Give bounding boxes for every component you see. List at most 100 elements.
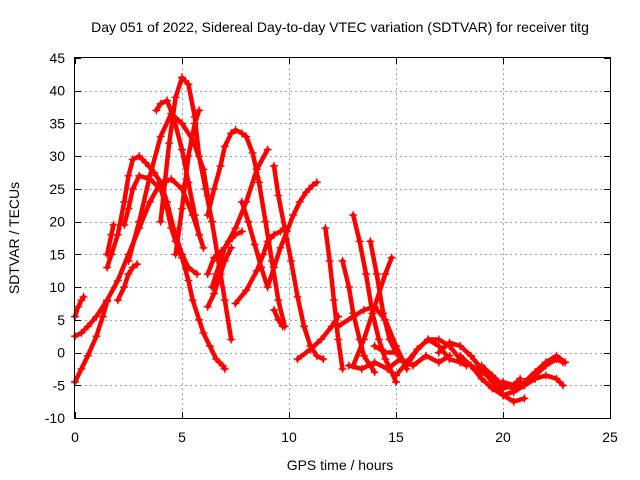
data-point-marker bbox=[248, 148, 257, 157]
data-point-marker bbox=[329, 296, 338, 305]
data-point-marker bbox=[434, 348, 443, 357]
data-point-marker bbox=[421, 351, 430, 360]
data-point-marker bbox=[83, 351, 92, 360]
data-point-marker bbox=[466, 351, 475, 360]
data-point-marker bbox=[242, 286, 251, 295]
data-point-marker bbox=[302, 188, 311, 197]
x-tick-label: 20 bbox=[495, 429, 511, 445]
data-point-marker bbox=[263, 283, 272, 292]
data-point-marker bbox=[287, 256, 296, 265]
data-point-marker bbox=[306, 345, 315, 354]
data-point-marker bbox=[103, 263, 112, 272]
x-tick-label: 10 bbox=[281, 429, 297, 445]
data-point-marker bbox=[178, 253, 186, 262]
y-tick-label: 25 bbox=[49, 181, 65, 197]
data-point-marker bbox=[319, 355, 328, 364]
data-point-marker bbox=[220, 364, 229, 373]
data-point-marker bbox=[383, 364, 392, 373]
data-point-marker bbox=[205, 342, 214, 350]
data-point-marker bbox=[103, 250, 112, 259]
data-point-marker bbox=[321, 224, 330, 233]
data-point-marker bbox=[359, 335, 368, 344]
data-point-marker bbox=[109, 220, 118, 229]
data-point-marker bbox=[558, 358, 567, 367]
data-point-marker bbox=[541, 371, 550, 380]
data-point-marker bbox=[231, 299, 240, 308]
data-point-marker bbox=[212, 270, 221, 278]
data-point-marker bbox=[231, 230, 240, 239]
data-point-marker bbox=[210, 289, 219, 298]
data-point-marker bbox=[124, 204, 133, 213]
data-point-marker bbox=[195, 230, 204, 239]
data-point-marker bbox=[278, 322, 287, 331]
data-point-marker bbox=[520, 381, 529, 390]
chart-title: Day 051 of 2022, Sidereal Day-to-day VTE… bbox=[91, 19, 589, 35]
data-point-marker bbox=[274, 296, 283, 305]
data-point-marker bbox=[289, 211, 298, 220]
data-point-marker bbox=[128, 184, 137, 193]
data-point-marker bbox=[113, 276, 122, 285]
data-point-marker bbox=[184, 80, 193, 89]
data-point-marker bbox=[178, 145, 186, 154]
data-point-marker bbox=[156, 99, 165, 108]
data-point-marker bbox=[244, 217, 253, 226]
data-point-marker bbox=[135, 171, 144, 180]
data-point-marker bbox=[488, 384, 497, 393]
data-point-marker bbox=[270, 162, 279, 170]
data-point-marker bbox=[237, 129, 246, 138]
data-point-marker bbox=[120, 220, 129, 229]
data-point-marker bbox=[231, 126, 240, 134]
data-point-marker bbox=[124, 256, 133, 265]
x-tick-label: 15 bbox=[388, 429, 404, 445]
data-point-marker bbox=[558, 381, 567, 390]
data-point-marker bbox=[195, 315, 204, 324]
data-point-marker bbox=[212, 355, 221, 364]
data-point-marker bbox=[424, 335, 433, 344]
data-point-marker bbox=[184, 152, 193, 161]
data-point-marker bbox=[312, 178, 321, 187]
data-point-marker bbox=[456, 351, 465, 360]
data-point-marker bbox=[201, 184, 210, 193]
data-point-marker bbox=[145, 171, 154, 180]
data-point-marker bbox=[274, 191, 283, 200]
data-point-marker bbox=[210, 184, 219, 193]
data-point-marker bbox=[199, 243, 208, 252]
data-point-marker bbox=[325, 256, 334, 265]
data-point-marker bbox=[237, 198, 246, 206]
data-point-marker bbox=[552, 355, 561, 364]
data-point-marker bbox=[156, 132, 165, 141]
series-arc-3 bbox=[72, 294, 86, 319]
data-point-marker bbox=[167, 224, 176, 233]
data-point-marker bbox=[349, 211, 358, 220]
data-point-marker bbox=[276, 243, 285, 252]
data-point-marker bbox=[178, 119, 186, 128]
data-point-marker bbox=[381, 270, 390, 278]
data-point-marker bbox=[227, 335, 236, 344]
data-point-marker bbox=[167, 175, 176, 184]
data-point-marker bbox=[220, 296, 229, 305]
data-point-marker bbox=[372, 270, 381, 278]
data-point-marker bbox=[334, 335, 343, 344]
data-point-marker bbox=[392, 371, 400, 380]
data-point-marker bbox=[163, 96, 172, 105]
data-point-marker bbox=[270, 230, 279, 239]
data-point-marker bbox=[259, 250, 268, 259]
data-point-marker bbox=[128, 155, 137, 164]
data-point-marker bbox=[207, 283, 216, 292]
data-point-marker bbox=[359, 351, 368, 360]
data-point-marker bbox=[317, 335, 326, 344]
data-point-marker bbox=[145, 198, 154, 206]
data-point-marker bbox=[541, 361, 550, 370]
data-point-marker bbox=[216, 256, 225, 265]
data-point-marker bbox=[237, 227, 246, 236]
x-axis-title: GPS time / hours bbox=[287, 457, 394, 473]
data-point-marker bbox=[359, 306, 368, 314]
x-tick-label: 0 bbox=[71, 429, 79, 445]
data-point-marker bbox=[178, 204, 186, 213]
data-point-marker bbox=[387, 253, 396, 262]
x-tick-label: 5 bbox=[178, 429, 186, 445]
data-point-marker bbox=[171, 250, 180, 259]
data-point-marker bbox=[107, 230, 116, 239]
